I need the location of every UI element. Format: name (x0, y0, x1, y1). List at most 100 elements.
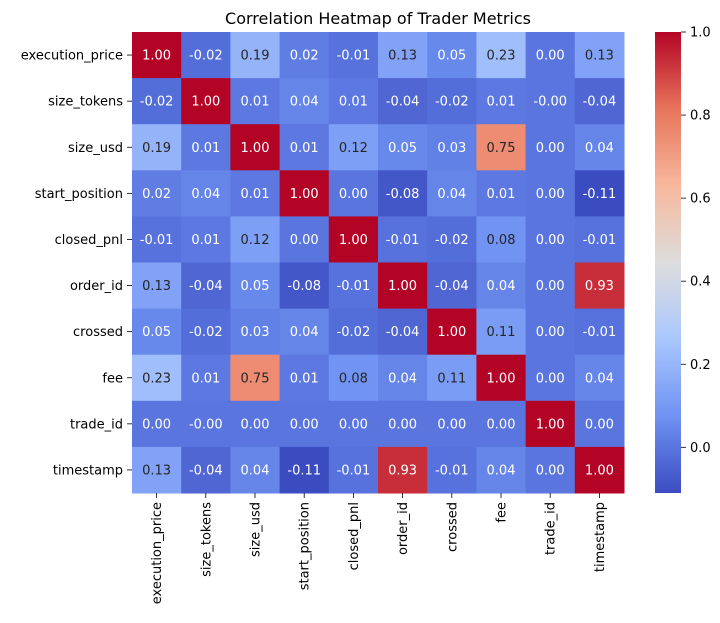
heatmap-cell (132, 78, 182, 125)
heatmap-cell (181, 216, 231, 263)
heatmap-cell (427, 124, 477, 171)
heatmap-cell (132, 308, 182, 356)
heatmap-cell (230, 308, 281, 356)
heatmap-cell (574, 32, 625, 79)
heatmap-cell (427, 78, 477, 125)
cell-value-label: -0.01 (435, 463, 469, 478)
heatmap-cell (427, 354, 477, 402)
y-tick-label: order_id (70, 279, 123, 294)
heatmap-cell (378, 446, 428, 494)
cell-value-label: -0.08 (386, 187, 420, 202)
heatmap-cell (230, 32, 281, 79)
cell-value-label: 0.11 (437, 371, 466, 386)
cell-value-label: 0.00 (536, 187, 565, 202)
cell-value-label: 0.00 (536, 325, 565, 340)
heatmap-cell (230, 262, 281, 310)
heatmap-cell (525, 400, 576, 448)
cell-value-label: 1.00 (191, 95, 220, 110)
heatmap-cell (328, 78, 379, 125)
cell-value-label: -0.01 (386, 233, 420, 248)
heatmap-cell (427, 216, 477, 263)
heatmap-cell (476, 216, 527, 263)
colorbar-tick-label: 0.2 (690, 358, 711, 373)
cell-value-label: 0.00 (241, 417, 270, 432)
cell-value-label: 1.00 (585, 463, 614, 478)
x-tick-label: trade_id (544, 502, 559, 555)
x-tick-label: execution_price (150, 502, 165, 604)
cell-value-label: 0.13 (388, 49, 417, 64)
cell-value-label: -0.01 (140, 233, 174, 248)
cell-value-label: 0.04 (241, 463, 270, 478)
heatmap-cell (328, 400, 379, 448)
heatmap-cell (427, 446, 477, 494)
heatmap-cell (279, 354, 330, 402)
cell-value-label: 0.04 (585, 141, 614, 156)
cell-value-label: 0.13 (142, 463, 171, 478)
cell-value-label: 1.00 (437, 325, 466, 340)
heatmap-cells: 1.00 -0.02 0.19 0.02 -0.01 0.13 0.05 0.23 0.00 0.… (132, 32, 625, 494)
heatmap-cell (476, 308, 527, 356)
heatmap-cell (427, 32, 477, 79)
cell-value-label: -0.02 (337, 325, 371, 340)
cell-value-label: -0.01 (583, 325, 617, 340)
cell-value-label: 0.93 (388, 463, 417, 478)
cell-value-label: 1.00 (241, 141, 270, 156)
heatmap-cell (378, 78, 428, 125)
x-tick-label: timestamp (593, 502, 608, 572)
heatmap-cell (525, 32, 576, 79)
cell-value-label: 0.00 (339, 417, 368, 432)
heatmap-cell (279, 308, 330, 356)
cell-value-label: -0.02 (140, 95, 174, 110)
cell-value-label: -0.04 (189, 463, 223, 478)
heatmap-cell (525, 446, 576, 494)
y-tick-label: size_usd (68, 141, 123, 156)
cell-value-label: 0.05 (388, 141, 417, 156)
cell-value-label: 0.04 (487, 279, 516, 294)
cell-value-label: 0.01 (191, 371, 220, 386)
cell-value-label: 0.00 (536, 463, 565, 478)
heatmap-cell (328, 262, 379, 310)
cell-value-label: 0.75 (487, 141, 516, 156)
heatmap-cell (378, 308, 428, 356)
heatmap-cell (328, 170, 379, 217)
x-tick-label: size_usd (249, 502, 264, 557)
cell-value-label: 0.00 (339, 187, 368, 202)
heatmap-cell (574, 262, 625, 310)
heatmap-cell (525, 124, 576, 171)
heatmap-cell (230, 446, 281, 494)
heatmap-cell (328, 32, 379, 79)
colorbar-tick-label: 0.0 (690, 441, 711, 456)
chart-title: Correlation Heatmap of Trader Metrics (225, 9, 531, 28)
heatmap-cell (427, 400, 477, 448)
cell-value-label: 0.00 (142, 417, 171, 432)
heatmap-cell (427, 170, 477, 217)
cell-value-label: 0.04 (585, 371, 614, 386)
heatmap-cell (181, 78, 231, 125)
heatmap-cell (328, 216, 379, 263)
cell-value-label: -0.04 (583, 95, 617, 110)
cell-value-label: -0.02 (189, 325, 223, 340)
heatmap-cell (279, 400, 330, 448)
heatmap-cell (132, 354, 182, 402)
heatmap-cell (525, 354, 576, 402)
cell-value-label: -0.11 (583, 187, 617, 202)
heatmap-cell (328, 354, 379, 402)
heatmap-cell (132, 124, 182, 171)
heatmap-cell (181, 124, 231, 171)
cell-value-label: -0.01 (337, 463, 371, 478)
colorbar-tick-label: 0.6 (690, 192, 711, 207)
cell-value-label: 0.01 (487, 95, 516, 110)
cell-value-label: 0.08 (487, 233, 516, 248)
heatmap-cell (132, 400, 182, 448)
cell-value-label: 0.00 (536, 141, 565, 156)
heatmap-cell (279, 446, 330, 494)
y-tick-label: closed_pnl (55, 233, 123, 248)
cell-value-label: -0.02 (435, 233, 469, 248)
cell-value-label: 0.00 (388, 417, 417, 432)
heatmap-cell (525, 216, 576, 263)
y-tick-label: trade_id (70, 417, 123, 432)
heatmap-cell (476, 32, 527, 79)
heatmap-cell (427, 308, 477, 356)
heatmap-cell (279, 78, 330, 125)
heatmap-cell (378, 400, 428, 448)
